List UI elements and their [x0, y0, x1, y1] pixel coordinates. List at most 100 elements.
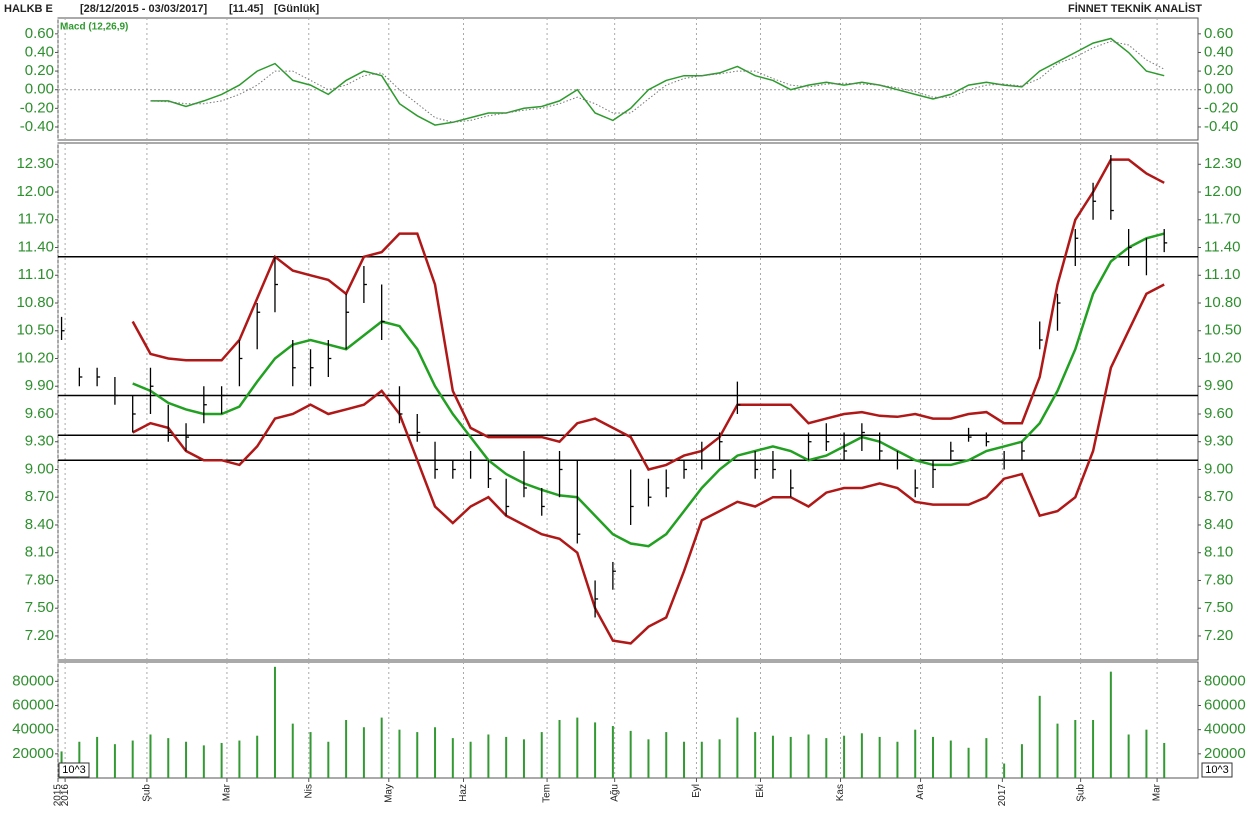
- volume-bar: [309, 732, 312, 778]
- volume-bar: [932, 736, 935, 778]
- y-tick-label: 9.90: [25, 377, 54, 394]
- y-tick-label: 11.10: [18, 266, 54, 283]
- volume-bar: [131, 740, 134, 778]
- volume-bar: [78, 741, 81, 778]
- period: [Günlük]: [274, 3, 320, 15]
- volume-bar: [594, 722, 597, 778]
- volume-bar: [273, 666, 276, 778]
- y-tick-label: 20000: [1204, 745, 1246, 762]
- y-tick-label: 0.60: [25, 25, 54, 42]
- volume-bar: [202, 745, 205, 778]
- panel-frame: [57, 17, 1199, 141]
- y-tick-label: 8.10: [1204, 544, 1233, 561]
- y-tick-label: 9.00: [1204, 460, 1233, 477]
- volume-bar: [949, 740, 952, 778]
- volume-bar: [1038, 695, 1041, 778]
- x-tick-label: Ağu: [609, 784, 620, 802]
- volume-bar: [167, 738, 170, 778]
- y-tick-label: -0.20: [1204, 99, 1238, 116]
- volume-bar: [345, 720, 348, 778]
- y-tick-label: 12.30: [16, 155, 54, 172]
- y-tick-label: -0.40: [20, 118, 54, 135]
- volume-bar: [807, 734, 810, 778]
- y-tick-label: 10.80: [16, 294, 54, 311]
- y-tick-label: 7.50: [1204, 599, 1233, 616]
- y-tick-label: 20000: [12, 745, 54, 762]
- x-tick-label: Şub: [1075, 784, 1086, 802]
- x-tick-label: Nis: [303, 784, 314, 798]
- y-tick-label: 0.60: [1204, 25, 1233, 42]
- volume-bar: [113, 744, 116, 778]
- volume-bar: [700, 741, 703, 778]
- volume-bar: [1056, 723, 1059, 778]
- y-tick-label: 0.00: [1204, 81, 1233, 98]
- volume-bar: [291, 723, 294, 778]
- x-tick-label: 2017: [997, 784, 1008, 807]
- volume-bar: [451, 738, 454, 778]
- y-tick-label: 10.50: [1204, 322, 1242, 339]
- volume-bar: [825, 738, 828, 778]
- volume-bar: [505, 736, 508, 778]
- y-tick-label: 8.70: [1204, 488, 1233, 505]
- panel-frame: [57, 661, 1199, 779]
- volume-bar: [416, 732, 419, 778]
- volume-bar: [558, 720, 561, 778]
- volume-bar: [967, 747, 970, 778]
- volume-bar: [576, 717, 579, 778]
- y-tick-label: 9.60: [25, 405, 54, 422]
- volume-bar: [914, 729, 917, 778]
- volume-bar: [398, 729, 401, 778]
- series-line: [131, 158, 1165, 471]
- series-line: [132, 283, 1165, 645]
- x-tick-label: Kas: [835, 784, 846, 801]
- y-tick-label: 12.30: [1204, 155, 1242, 172]
- y-tick-label: 9.60: [1204, 405, 1233, 422]
- y-tick-label: 7.20: [25, 627, 54, 644]
- x-tick-label: Haz: [458, 784, 469, 802]
- y-tick-label: 7.50: [25, 599, 54, 616]
- y-tick-label: 9.30: [25, 433, 54, 450]
- y-tick-label: 7.80: [25, 571, 54, 588]
- y-tick-label: 40000: [1204, 721, 1246, 738]
- date-range: [28/12/2015 - 03/03/2017]: [80, 3, 208, 15]
- volume-bar: [96, 736, 99, 778]
- y-tick-label: 80000: [12, 672, 54, 689]
- unit-box: [1201, 762, 1233, 778]
- x-tick-label: Tem: [542, 784, 553, 803]
- y-tick-label: -0.20: [20, 99, 54, 116]
- last-price: [11.45]: [229, 3, 264, 15]
- unit-box: [58, 762, 90, 778]
- y-tick-label: 11.40: [18, 238, 54, 255]
- y-tick-label: 8.40: [25, 516, 54, 533]
- y-tick-label: 0.20: [1204, 62, 1233, 79]
- series-line: [150, 37, 1165, 126]
- volume-bar: [985, 738, 988, 778]
- y-tick-label: 9.00: [25, 460, 54, 477]
- y-tick-label: 10.50: [16, 322, 54, 339]
- y-tick-label: 9.90: [1204, 377, 1233, 394]
- volume-bar: [860, 733, 863, 778]
- volume-bar: [1127, 734, 1130, 778]
- volume-bar: [1163, 742, 1166, 778]
- volume-bar: [789, 736, 792, 778]
- unit-label: 10^3: [1205, 764, 1229, 776]
- y-tick-label: 0.40: [25, 43, 54, 60]
- y-tick-label: 7.80: [1204, 571, 1233, 588]
- volume-bar: [149, 734, 152, 778]
- series-line: [132, 232, 1165, 548]
- x-tick-label: 2015: [53, 784, 64, 807]
- x-tick-label: 2016: [60, 784, 71, 807]
- volume-bar: [380, 717, 383, 778]
- y-tick-label: 8.40: [1204, 516, 1233, 533]
- y-tick-label: 8.10: [25, 544, 54, 561]
- volume-bar: [754, 732, 757, 778]
- y-tick-label: 80000: [1204, 672, 1246, 689]
- volume-bar: [647, 739, 650, 778]
- y-tick-label: 10.80: [1204, 294, 1242, 311]
- volume-bar: [220, 742, 223, 778]
- y-tick-label: 10.20: [1204, 349, 1242, 366]
- x-tick-label: Şub: [142, 784, 153, 802]
- volume-bar: [540, 732, 543, 778]
- x-tick-label: Mar: [222, 783, 233, 801]
- x-tick-label: May: [383, 784, 394, 803]
